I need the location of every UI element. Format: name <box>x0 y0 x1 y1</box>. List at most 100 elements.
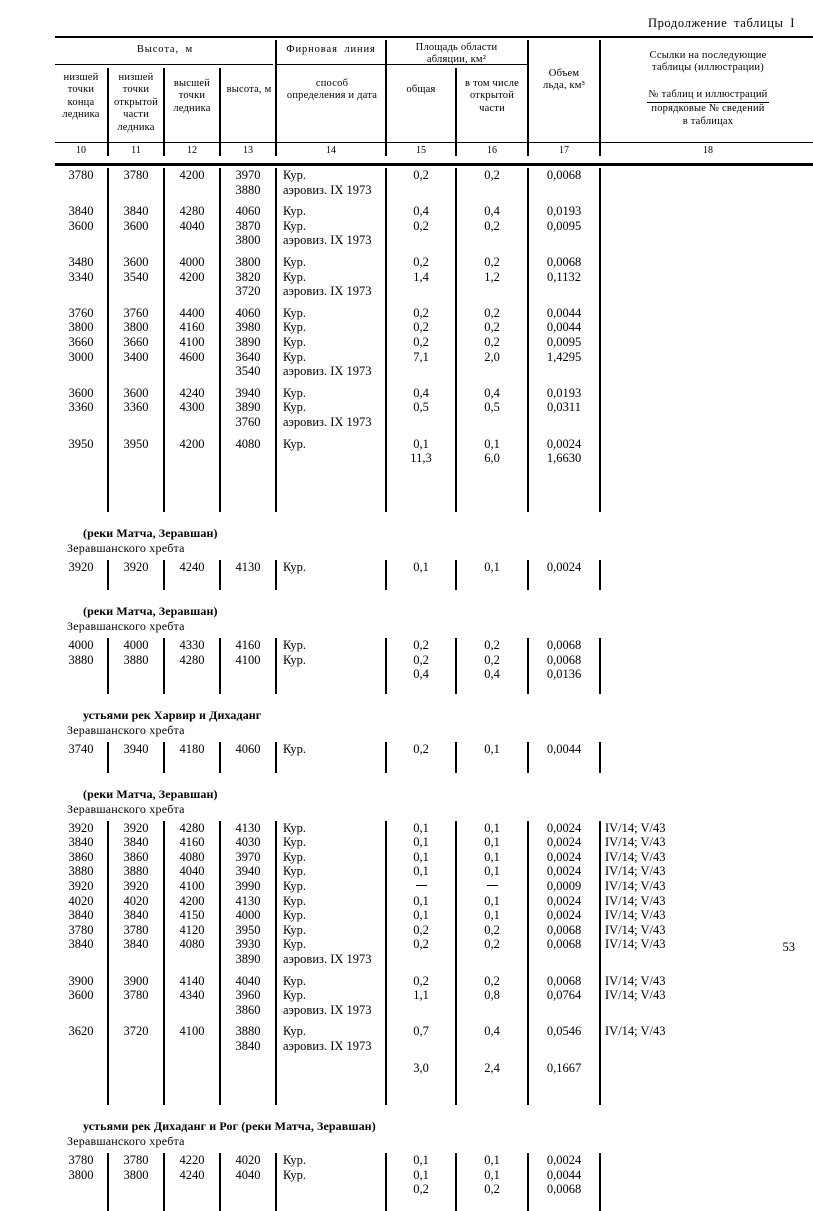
cell-c17: 0,0024 <box>546 559 582 574</box>
cell-c11: 3840 <box>123 937 149 952</box>
cell-c10: 3860 <box>68 849 94 864</box>
table-row: 0,4 0,4 0,0136 <box>55 667 813 682</box>
table-row: 3840 3840 4080 3930 Кур. 0,2 0,2 0,0068 IV/14; V… <box>55 937 813 952</box>
rule-num-10 <box>55 142 107 144</box>
cell-c13: 4100 <box>235 652 261 667</box>
table-header: Высота, м Фирновая линия Площадь области… <box>55 38 813 165</box>
cell-c17: 0,0024 <box>546 893 582 908</box>
cell-c16: 0,1 <box>484 1153 500 1168</box>
row-group-spacer <box>55 299 813 306</box>
cell-c17: 0,0068 <box>546 922 582 937</box>
cell-c11: 3900 <box>123 973 149 988</box>
cell-c16: 0,2 <box>484 652 500 667</box>
cell-c10: 3780 <box>68 168 94 182</box>
table-row: 3920 3920 4240 4130 Кур. 0,1 0,1 0,0024 <box>55 560 813 575</box>
header-col-15: общая <box>406 84 436 95</box>
cell-c10: 4020 <box>68 893 94 908</box>
cell-c17: 0,0024 <box>546 849 582 864</box>
cell-c10: 3800 <box>68 1167 94 1182</box>
cell-c11: 3540 <box>123 269 149 284</box>
table-row: 3760 3760 4400 4060 Кур. 0,2 0,2 0,0044 <box>55 306 813 321</box>
rule-num-12 <box>165 142 219 144</box>
column-rule-3 <box>219 1153 221 1211</box>
column-rule-1 <box>107 820 109 1106</box>
cell-c18: IV/14; V/43 <box>605 835 666 850</box>
rule-under-firn <box>277 64 385 66</box>
table-row: 3760 аэровиз. IX 1973 <box>55 415 813 430</box>
cell-c16: 0,2 <box>484 254 500 269</box>
cell-c14: Кур. <box>283 937 307 952</box>
cell-c16: 1,2 <box>484 269 500 284</box>
cell-c18: IV/14; V/43 <box>605 973 666 988</box>
cell-c11: 3860 <box>123 849 149 864</box>
cell-c10: 3880 <box>68 652 94 667</box>
table-row: 3660 3660 4100 3890 Кур. 0,2 0,2 0,0095 <box>55 335 813 350</box>
cell-c10: 3780 <box>68 922 94 937</box>
cell-c14: Кур. <box>283 385 307 400</box>
column-rule-2 <box>163 559 165 591</box>
cell-c11: 3840 <box>123 204 149 219</box>
cell-c15: 0,1 <box>413 820 429 835</box>
cell-c16: 0,2 <box>484 638 500 653</box>
cell-c14: Кур. <box>283 204 307 219</box>
column-rule-8 <box>599 559 601 591</box>
cell-c10: 3840 <box>68 937 94 952</box>
column-rule-7 <box>527 168 529 512</box>
block-spacer <box>55 1105 813 1119</box>
column-rule-8 <box>599 820 601 1106</box>
cell-c14: Кур. <box>283 1153 307 1168</box>
cell-c15: 0,2 <box>413 334 429 349</box>
table-row: 3000 3400 4600 3640 Кур. 7,1 2,0 1,4295 <box>55 350 813 365</box>
table-block: 3780 3780 4200 3970 Кур. 0,2 0,2 0,0068 3880 аэро… <box>55 168 813 526</box>
cell-c16: 2,4 <box>484 1060 500 1075</box>
cell-c11: 3780 <box>123 922 149 937</box>
cell-c17: 0,0024 <box>546 864 582 879</box>
column-rule-4 <box>275 559 277 591</box>
cell-c14: Кур. <box>283 254 307 269</box>
cell-c16: 0,2 <box>484 1182 500 1197</box>
cell-c14: Кур. <box>283 349 307 364</box>
cell-c16: 0,1 <box>484 864 500 879</box>
column-rule-5 <box>385 559 387 591</box>
column-rule-5 <box>385 820 387 1106</box>
table-row: 4020 4020 4200 4130 Кур. 0,1 0,1 0,0024 IV/14; V… <box>55 894 813 909</box>
cell-c16: 2,0 <box>484 349 500 364</box>
cell-c13: 4130 <box>235 893 261 908</box>
cell-c12: 4150 <box>179 908 205 923</box>
cell-c12: 4280 <box>179 204 205 219</box>
table-row: 11,3 6,0 1,6630 <box>55 451 813 466</box>
cell-c17: 0,0024 <box>546 835 582 850</box>
column-rule-5 <box>385 742 387 773</box>
cell-c11: 3920 <box>123 559 149 574</box>
cell-c13: 3860 <box>235 1002 261 1017</box>
cell-c10: 3840 <box>68 835 94 850</box>
cell-c13: 4020 <box>235 1153 261 1168</box>
cell-c10: 3920 <box>68 820 94 835</box>
column-rule-2 <box>163 820 165 1106</box>
cell-c12: 4240 <box>179 1167 205 1182</box>
cell-c13: 3890 <box>235 952 261 966</box>
table-row: 3900 3900 4140 4040 Кур. 0,2 0,2 0,0068 IV/14; V… <box>55 974 813 989</box>
table-row: 3740 3940 4180 4060 Кур. 0,2 0,1 0,0044 <box>55 742 813 757</box>
cell-c11: 3400 <box>123 349 149 364</box>
cell-c15: 0,2 <box>413 320 429 335</box>
section-heading: (реки Матча, Зеравшан) Зеравшанского хреб… <box>55 787 813 817</box>
block-tail-spacer <box>55 574 813 590</box>
cell-c15: 0,1 <box>413 864 429 879</box>
cell-c13: 4160 <box>235 638 261 653</box>
cell-c10: 3920 <box>68 559 94 574</box>
block-rows: 4000 4000 4330 4160 Кур. 0,2 0,2 0,0068 3880 3880… <box>55 638 813 695</box>
cell-c18: IV/14; V/43 <box>605 879 666 894</box>
cell-c16: 0,4 <box>484 204 500 219</box>
cell-c10: 3840 <box>68 204 94 219</box>
cell-c14: Кур. <box>283 436 307 451</box>
cell-c13: 3640 <box>235 349 261 364</box>
cell-c17: 0,0193 <box>546 385 582 400</box>
header-col-11: низшей точки открытой части ледника <box>113 72 159 133</box>
cell-c13: 3950 <box>235 922 261 937</box>
header-col-16: в том числе открытой части <box>464 78 519 114</box>
column-rule-4 <box>275 820 277 1106</box>
cell-c14: Кур. <box>283 559 307 574</box>
column-rule-3 <box>219 638 221 695</box>
table-row: 3950 3950 4200 4080 Кур. 0,1 0,1 0,0024 <box>55 437 813 452</box>
